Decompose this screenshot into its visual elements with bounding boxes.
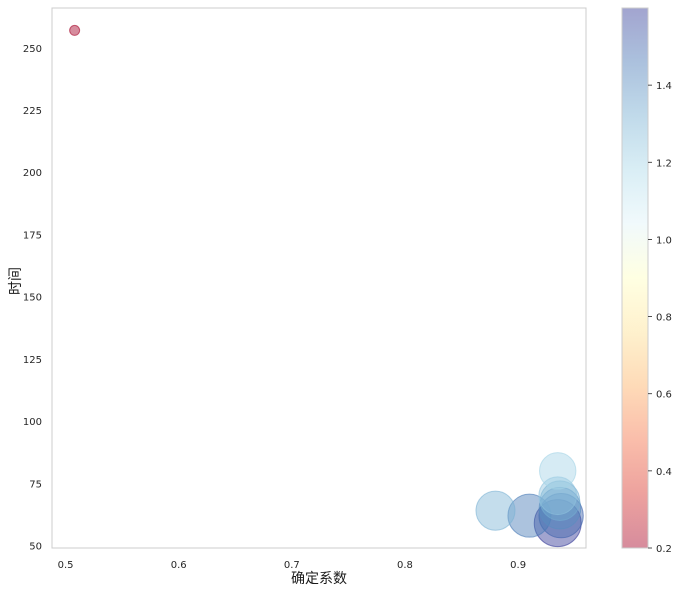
data-point [533, 499, 582, 548]
colorbar: 0.2 0.4 0.6 0.8 1.0 1.2 1.4 [621, 7, 672, 555]
colorbar-tick-label: 0.4 [656, 467, 672, 478]
colorbar-tick-label: 1.2 [656, 158, 672, 169]
colorbar-tick-label: 1.0 [656, 235, 672, 246]
data-points [69, 24, 584, 548]
y-tick-label: 125 [23, 355, 42, 366]
y-axis-title: 时间 [8, 267, 24, 295]
y-tick-label: 225 [23, 106, 42, 117]
y-tick-label: 100 [23, 417, 42, 428]
data-point [475, 490, 516, 531]
y-tick-label: 175 [23, 230, 42, 241]
x-tick-label: 0.8 [397, 560, 413, 571]
colorbar-tick-labels: 0.2 0.4 0.6 0.8 1.0 1.2 1.4 [648, 81, 672, 555]
y-tick-label: 250 [23, 44, 42, 55]
x-tick-label: 0.5 [58, 560, 74, 571]
colorbar-tick-label: 0.8 [656, 313, 672, 324]
y-tick-label: 200 [23, 168, 42, 179]
data-point [69, 24, 81, 36]
data-point [538, 486, 582, 530]
x-tick-labels: 0.5 0.6 0.7 0.8 0.9 [58, 560, 526, 571]
colorbar-gradient [621, 7, 649, 549]
y-tick-labels: 50 75 100 125 150 175 200 225 250 [23, 44, 42, 553]
x-tick-label: 0.7 [284, 560, 300, 571]
x-tick-label: 0.6 [171, 560, 187, 571]
x-axis-title: 确定系数 [291, 571, 347, 587]
colorbar-tick-label: 0.2 [656, 544, 672, 555]
colorbar-tick-label: 1.4 [656, 81, 672, 92]
y-tick-label: 75 [29, 479, 42, 490]
y-tick-label: 50 [29, 542, 42, 553]
colorbar-tick-label: 0.6 [656, 390, 672, 401]
x-tick-label: 0.9 [510, 560, 526, 571]
data-point [539, 452, 577, 490]
y-tick-label: 150 [23, 293, 42, 304]
plot-frame [51, 7, 587, 549]
